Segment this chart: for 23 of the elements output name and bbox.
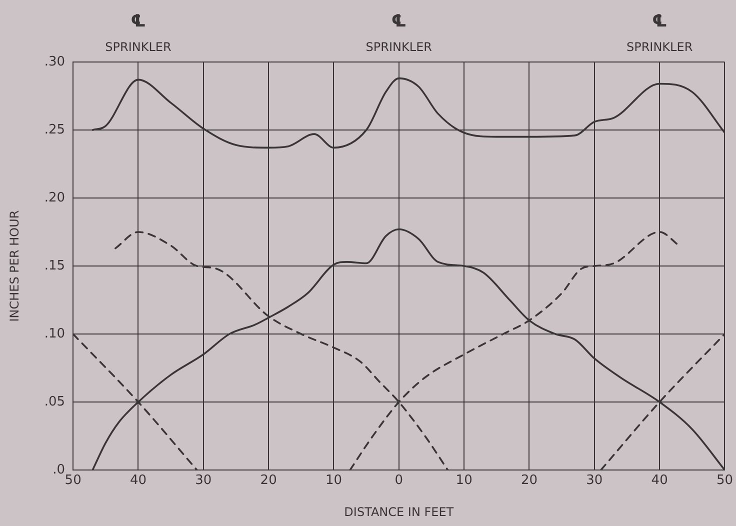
x-tick-label: 20 xyxy=(520,473,538,488)
x-tick-label: 40 xyxy=(651,473,668,488)
x-tick-label: 50 xyxy=(64,473,82,488)
x-tick-label: 0 xyxy=(394,473,404,488)
text: ℄ SPRINKLER xyxy=(366,11,432,54)
text: ℄ SPRINKLER xyxy=(626,11,693,54)
y-tick-label: .25 xyxy=(44,122,66,138)
x-tick-label: 10 xyxy=(325,473,342,488)
x-tick-label: 50 xyxy=(716,473,733,488)
x-tick-label: 30 xyxy=(195,473,212,488)
x-axis-title: DISTANCE IN FEET xyxy=(344,504,454,519)
y-tick-label: .20 xyxy=(44,190,66,206)
y-tick-label: .10 xyxy=(44,326,66,342)
text: ℄ SPRINKLER xyxy=(105,11,172,54)
x-tick-label: 10 xyxy=(456,473,472,488)
y-tick-label: .15 xyxy=(44,258,66,274)
y-tick-label: .0 xyxy=(52,462,66,478)
y-axis-title: INCHES PER HOUR xyxy=(7,210,22,322)
y-tick-label: .30 xyxy=(44,54,66,70)
y-tick-label: .05 xyxy=(44,394,66,410)
x-tick-label: 30 xyxy=(586,473,603,488)
x-tick-label: 20 xyxy=(260,473,277,488)
x-tick-label: 40 xyxy=(130,473,147,488)
